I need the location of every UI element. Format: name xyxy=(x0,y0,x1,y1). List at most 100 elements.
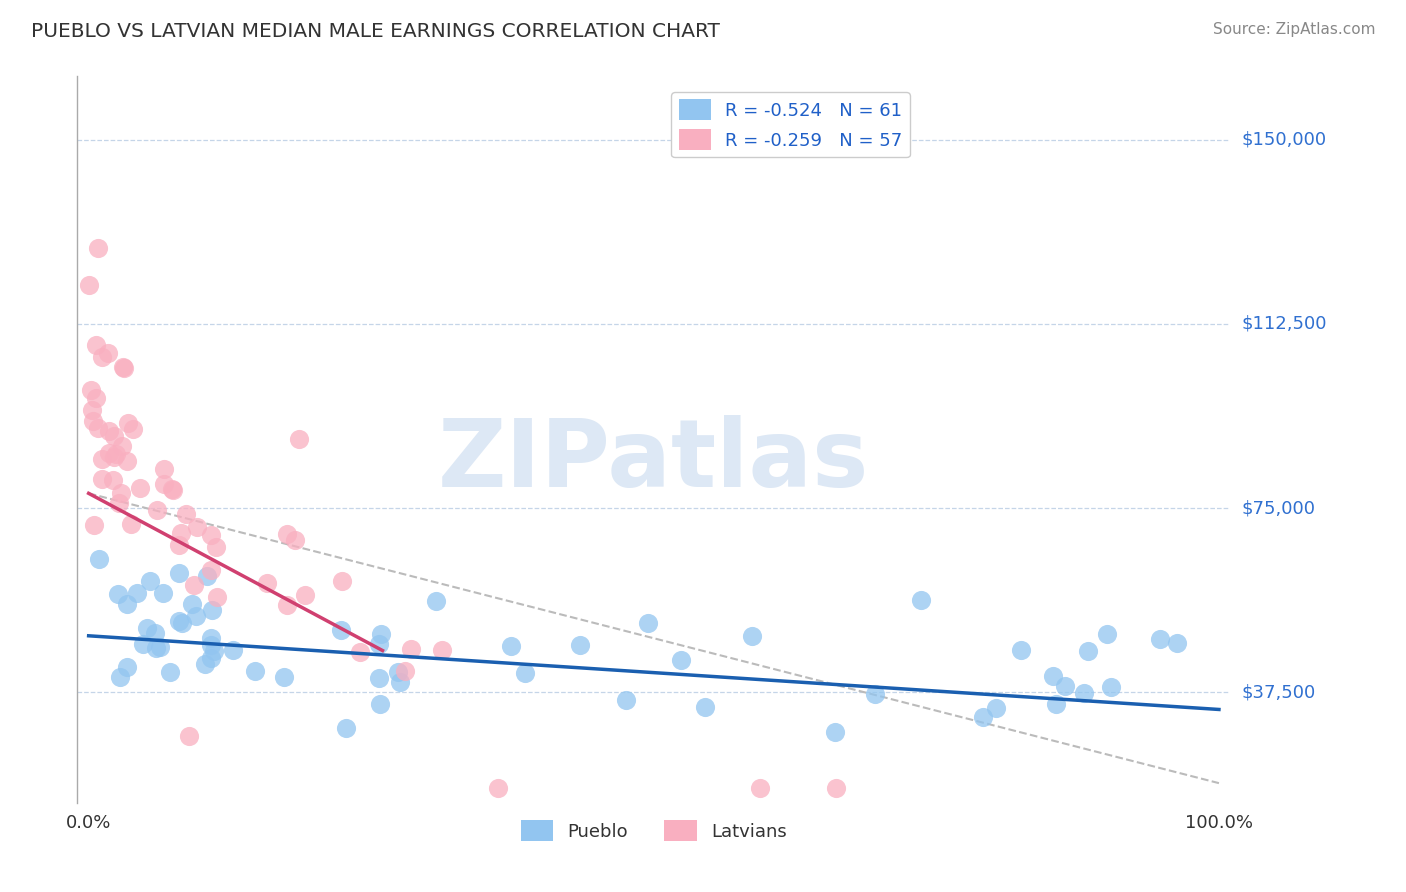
Point xyxy=(394,664,416,678)
Point xyxy=(97,346,120,360)
Point xyxy=(200,638,222,652)
Point xyxy=(1149,632,1171,646)
Point xyxy=(863,687,886,701)
Point xyxy=(513,665,536,680)
Point xyxy=(430,643,453,657)
Point xyxy=(201,603,224,617)
Point xyxy=(77,277,100,292)
Point xyxy=(330,623,353,637)
Point xyxy=(145,503,167,517)
Point xyxy=(399,642,422,657)
Point xyxy=(388,674,411,689)
Point xyxy=(167,538,190,552)
Point xyxy=(111,439,134,453)
Point xyxy=(186,608,208,623)
Point xyxy=(127,585,149,599)
Point xyxy=(174,507,197,521)
Point xyxy=(170,525,193,540)
Point xyxy=(330,574,353,588)
Point xyxy=(117,416,139,430)
Point xyxy=(276,526,298,541)
Point xyxy=(90,351,112,365)
Point xyxy=(135,621,157,635)
Point xyxy=(139,574,162,588)
Point xyxy=(152,462,174,476)
Point xyxy=(637,615,659,630)
Point xyxy=(86,241,108,255)
Point xyxy=(84,338,107,352)
Point xyxy=(149,640,172,654)
Point xyxy=(112,361,135,376)
Point xyxy=(1053,680,1076,694)
Point xyxy=(122,422,145,436)
Point xyxy=(1045,698,1067,712)
Point xyxy=(80,383,103,397)
Point xyxy=(748,780,770,795)
Point xyxy=(984,700,1007,714)
Point xyxy=(368,697,391,711)
Point xyxy=(693,699,716,714)
Point xyxy=(972,710,994,724)
Point xyxy=(110,486,132,500)
Point xyxy=(1073,685,1095,699)
Point xyxy=(741,629,763,643)
Point xyxy=(614,692,637,706)
Point xyxy=(160,482,183,496)
Point xyxy=(181,597,204,611)
Point xyxy=(108,670,131,684)
Point xyxy=(221,643,243,657)
Point xyxy=(167,566,190,580)
Point xyxy=(183,578,205,592)
Point xyxy=(172,616,194,631)
Point xyxy=(387,665,409,680)
Point xyxy=(82,414,104,428)
Point xyxy=(87,421,110,435)
Text: $37,500: $37,500 xyxy=(1241,683,1316,701)
Point xyxy=(288,432,311,446)
Point xyxy=(179,729,201,743)
Point xyxy=(132,637,155,651)
Text: $112,500: $112,500 xyxy=(1241,315,1327,333)
Point xyxy=(370,627,392,641)
Point xyxy=(186,520,208,534)
Point xyxy=(111,359,134,374)
Point xyxy=(825,780,848,795)
Point xyxy=(349,645,371,659)
Point xyxy=(200,528,222,542)
Point xyxy=(243,665,266,679)
Point xyxy=(568,638,591,652)
Text: ZIPatlas: ZIPatlas xyxy=(439,415,869,508)
Point xyxy=(1010,643,1032,657)
Point xyxy=(145,640,167,655)
Point xyxy=(91,451,114,466)
Point xyxy=(276,599,298,613)
Point xyxy=(1166,636,1188,650)
Point xyxy=(195,568,218,582)
Point xyxy=(367,637,389,651)
Point xyxy=(335,721,357,735)
Point xyxy=(98,446,121,460)
Point xyxy=(103,473,125,487)
Point xyxy=(103,429,125,443)
Point xyxy=(152,477,174,491)
Point xyxy=(273,670,295,684)
Point xyxy=(256,575,278,590)
Point xyxy=(162,483,184,497)
Point xyxy=(200,650,222,665)
Point xyxy=(194,657,217,672)
Point xyxy=(87,551,110,566)
Point xyxy=(1095,626,1118,640)
Point xyxy=(1099,681,1122,695)
Text: PUEBLO VS LATVIAN MEDIAN MALE EARNINGS CORRELATION CHART: PUEBLO VS LATVIAN MEDIAN MALE EARNINGS C… xyxy=(31,22,720,41)
Text: $150,000: $150,000 xyxy=(1241,130,1326,149)
Point xyxy=(143,626,166,640)
Point xyxy=(128,481,150,495)
Point xyxy=(107,587,129,601)
Point xyxy=(910,593,932,607)
Point xyxy=(115,597,138,611)
Point xyxy=(200,631,222,645)
Point xyxy=(205,540,228,554)
Point xyxy=(98,424,121,438)
Point xyxy=(104,447,127,461)
Point xyxy=(207,590,229,604)
